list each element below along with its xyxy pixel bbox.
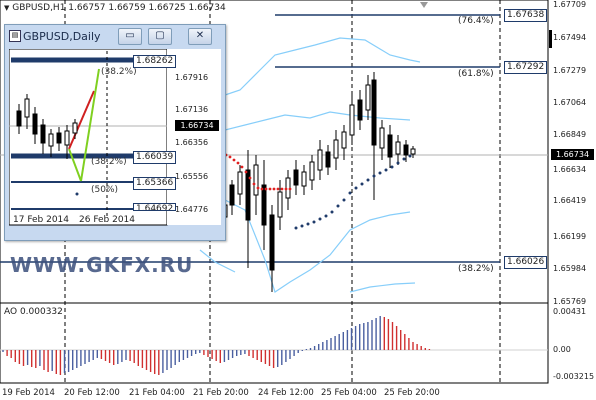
inset-level-price: 1.65366 [133,177,177,190]
inset-axis-label: 1.67136 [175,105,209,114]
close-button[interactable]: ✕ [188,28,212,45]
ao-title: AO 0.000332 [4,307,63,317]
fibo-618-price: 1.67292 [504,61,548,74]
price-axis-label: 1.67494 [553,33,587,42]
inset-50-pct: (50%) [91,185,119,195]
inset-top-pct: (38.2%) [101,67,137,77]
inset-level-price: 1.66039 [133,151,177,164]
restore-button[interactable]: ▢ [148,28,172,45]
daily-chart-window[interactable]: ▤ GBPUSD,Daily ▭ ▢ ✕ (38.2%) (38.2%) [4,24,226,241]
inset-window-title: GBPUSD,Daily [23,30,101,43]
date-label: 21 Feb 04:00 [129,388,185,398]
inset-axis-label: 1.66356 [175,138,209,147]
current-price-tag: 1.66734 [551,149,594,160]
inset-date-label: 26 Feb 2014 [79,215,136,225]
price-axis-label: 1.66634 [553,165,587,174]
minimize-button[interactable]: ▭ [118,28,142,45]
inset-axis-label: 1.65556 [175,172,209,181]
fibo-anchor-marker [420,2,428,8]
inset-axis-label: 1.64776 [175,205,209,214]
date-label: 24 Feb 12:00 [258,388,314,398]
inset-candles [16,94,78,159]
ao-axis-top: 0.00431 [553,307,587,316]
candles [222,72,416,292]
price-axis-label: 1.67279 [553,66,587,75]
date-label: 20 Feb 12:00 [64,388,120,398]
price-axis-label: 1.67709 [553,0,587,9]
date-label: 21 Feb 20:00 [193,388,249,398]
ao-histogram [2,316,431,375]
inset-fibo-green-a [68,148,82,182]
chart-header: ▼ GBPUSD,H1 1.66757 1.66759 1.66725 1.66… [4,3,226,13]
indicator-panel [0,302,549,384]
ao-axis-bottom: -0.003215 [553,372,595,381]
inset-fibo-green-b [80,68,100,182]
fibo-618-pct: (61.8%) [458,69,494,79]
inset-mid-pct: (38.2%) [91,157,127,167]
ao-axis-zero: 0.00 [553,345,571,354]
envelope-bands [199,37,421,293]
fibo-382-pct: (38.2%) [458,264,494,274]
date-label: 25 Feb 20:00 [384,388,440,398]
fibo-764-price: 1.67638 [504,9,548,22]
arrow-icon: ▼ [4,4,10,12]
fibo-lines [0,14,500,263]
inset-date-label: 17 Feb 2014 [13,215,70,225]
price-axis-label: 1.66199 [553,232,587,241]
inset-chart[interactable] [9,49,221,235]
inset-axis-label: 1.67916 [175,73,209,82]
inset-fibo-red [68,90,95,150]
price-axis-label: 1.65984 [553,264,587,273]
chart-window-icon: ▤ [9,30,21,42]
price-axis-label: 1.67064 [553,98,587,107]
fibo-382-price: 1.66026 [504,256,548,269]
price-axis-label: 1.66849 [553,130,587,139]
parabolic-sar [224,153,412,230]
inset-level-price: 1.64692 [133,203,177,211]
date-label: 25 Feb 04:00 [321,388,377,398]
price-axis-label: 1.65769 [553,297,587,306]
scroll-marker [549,30,552,48]
watermark-text: WWW.GKFX.RU [10,253,194,277]
inset-level-price: 1.68262 [133,55,177,68]
fibo-764-pct: (76.4%) [458,16,494,26]
price-axis-label: 1.66419 [553,196,587,205]
date-label: 19 Feb 2014 [2,388,55,398]
inset-current-price: 1.66734 [175,120,219,131]
